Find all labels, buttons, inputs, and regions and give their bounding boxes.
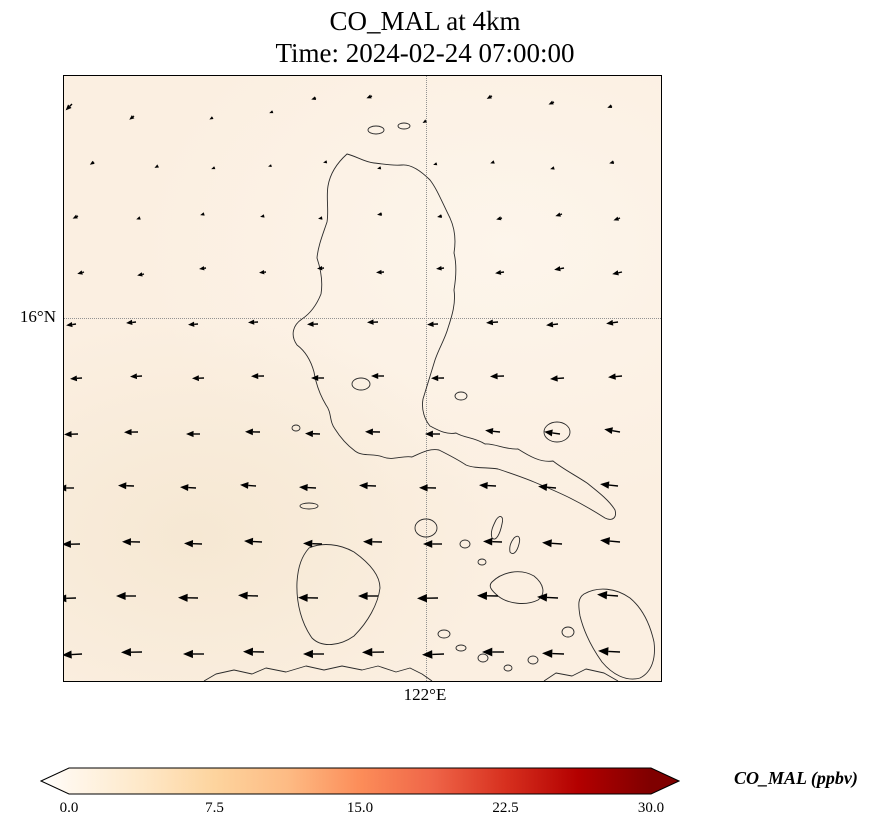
south-coastline-strip <box>203 665 619 681</box>
visayas-islets <box>437 629 539 672</box>
wind-vector-layer <box>64 94 623 659</box>
colorbar-bar <box>39 767 681 795</box>
catanduanes-island <box>543 421 571 443</box>
mindoro-island <box>296 544 381 645</box>
colorbar-tick: 7.5 <box>205 800 224 816</box>
xtick-label-122e: 122°E <box>403 685 447 704</box>
plot-title: CO_MAL at 4km Time: 2024-02-24 07:00:00 <box>275 5 574 70</box>
colorbar-tick: 22.5 <box>492 800 519 816</box>
laguna-lake-outline <box>351 377 371 391</box>
coastline-layer <box>203 122 655 681</box>
polillo-island <box>454 391 468 401</box>
colorbar-label: CO_MAL (ppbv) <box>734 768 858 788</box>
colorbar-tick: 30.0 <box>637 800 665 816</box>
ticao-island <box>509 535 521 555</box>
samar-island <box>578 588 655 680</box>
plot-title-line2: Time: 2024-02-24 07:00:00 <box>275 38 575 69</box>
colorbar-gradient-svg <box>39 767 681 795</box>
gridline-horizontal-16n <box>64 318 661 319</box>
babuyan-islands <box>367 122 411 135</box>
masbate-island <box>489 571 544 604</box>
leyte-islet <box>561 626 575 638</box>
colorbar-tick: 15.0 <box>346 800 374 816</box>
gridline-vertical-122e <box>426 76 427 681</box>
lubang-islands <box>291 424 319 510</box>
luzon-coastline <box>292 153 616 520</box>
plot-title-line1: CO_MAL at 4km <box>329 6 521 36</box>
ytick-label-16n: 16°N <box>19 307 56 326</box>
map-plot <box>63 75 662 682</box>
burias-island <box>490 516 503 540</box>
colorbar: 0.0 7.5 15.0 22.5 30.0 <box>39 766 681 822</box>
colorbar-tick: 0.0 <box>59 800 79 816</box>
romblon-islands <box>459 539 487 566</box>
